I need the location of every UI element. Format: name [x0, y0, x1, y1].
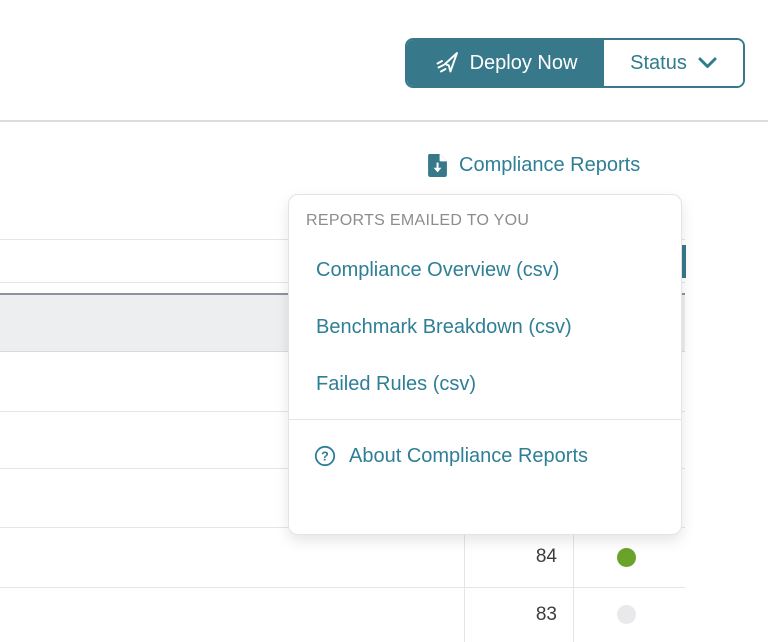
- dropdown-section-header: REPORTS EMAILED TO YOU: [306, 212, 530, 229]
- deploy-now-button[interactable]: Deploy Now: [407, 40, 604, 86]
- menu-item-failed-rules[interactable]: Failed Rules (csv): [316, 372, 476, 396]
- deploy-now-label: Deploy Now: [469, 51, 578, 74]
- menu-divider: [289, 419, 681, 420]
- chevron-down-icon: [698, 57, 717, 69]
- compliance-reports-link[interactable]: Compliance Reports: [428, 151, 640, 179]
- header-divider: [0, 120, 768, 122]
- score-value: 83: [535, 603, 557, 625]
- about-label: About Compliance Reports: [349, 444, 589, 467]
- compliance-reports-dropdown: REPORTS EMAILED TO YOU Compliance Overvi…: [288, 194, 682, 535]
- question-circle-icon: ?: [314, 445, 336, 467]
- about-compliance-reports-item[interactable]: ? About Compliance Reports: [314, 443, 588, 469]
- score-cell: 83: [464, 587, 573, 642]
- score-cell: 84: [464, 527, 573, 587]
- deploy-status-button-group: Deploy Now Status: [405, 38, 745, 88]
- hidden-button-edge: [678, 245, 686, 278]
- paper-plane-icon: [434, 50, 460, 76]
- row-divider: [0, 587, 685, 588]
- status-dot-neutral-icon: [617, 605, 636, 624]
- menu-item-label: Compliance Overview (csv): [316, 258, 560, 281]
- status-label: Status: [630, 51, 687, 74]
- menu-item-benchmark-breakdown[interactable]: Benchmark Breakdown (csv): [316, 315, 572, 339]
- file-download-icon: [428, 153, 447, 177]
- status-dot-pass-icon: [617, 548, 636, 567]
- compliance-reports-label: Compliance Reports: [459, 153, 641, 176]
- svg-text:?: ?: [321, 450, 329, 464]
- menu-item-label: Failed Rules (csv): [316, 372, 477, 395]
- status-dropdown-button[interactable]: Status: [604, 40, 743, 86]
- menu-item-label: Benchmark Breakdown (csv): [316, 315, 572, 338]
- score-value: 84: [535, 546, 557, 567]
- menu-item-compliance-overview[interactable]: Compliance Overview (csv): [316, 258, 559, 282]
